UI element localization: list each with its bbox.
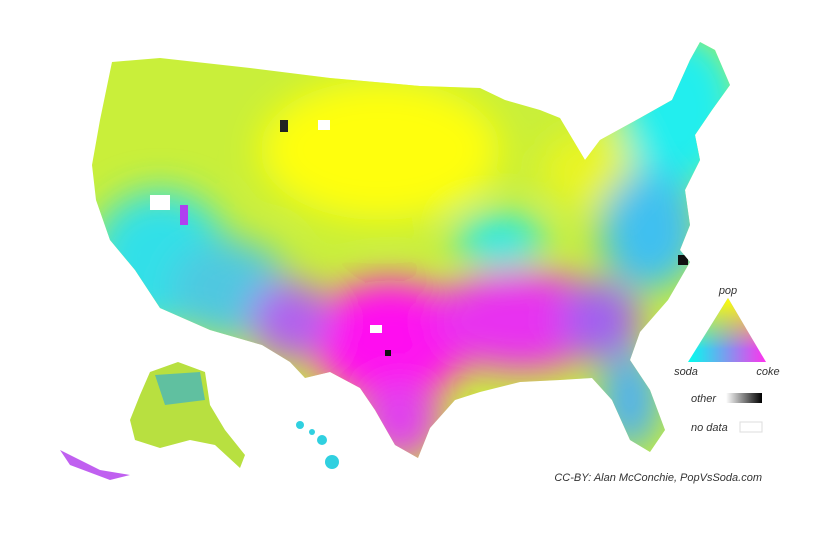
legend: pop soda coke other no data	[674, 285, 780, 434]
alaska	[60, 362, 245, 480]
hawaii	[296, 421, 339, 469]
no-data-swatch	[739, 421, 763, 433]
credit: CC-BY: Alan McConchie, PopVsSoda.com	[554, 472, 762, 484]
legend-no-data: no data	[691, 422, 728, 434]
legend-triangle-overlay	[688, 298, 766, 362]
legend-coke: coke	[756, 366, 779, 378]
other-swatch	[726, 393, 762, 403]
legend-pop: pop	[718, 285, 737, 297]
legend-other: other	[691, 393, 717, 405]
legend-soda: soda	[674, 366, 698, 378]
